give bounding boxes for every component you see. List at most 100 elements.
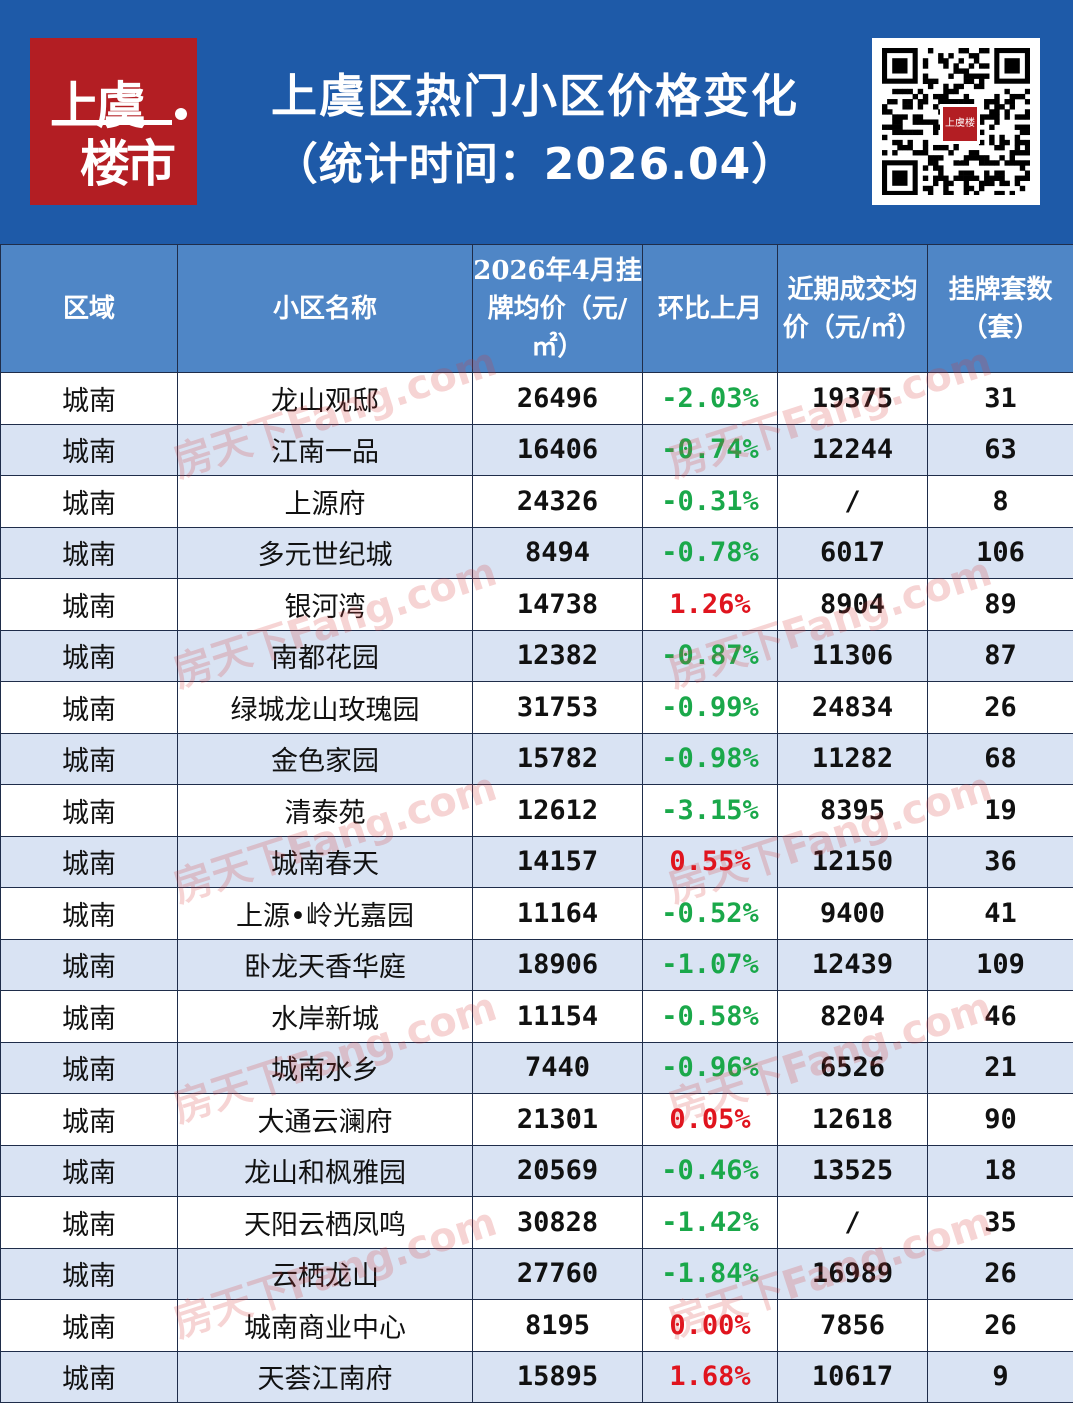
cell-mom-change: -0.99% — [642, 681, 778, 734]
cell-community-name: 天阳云栖凤鸣 — [177, 1196, 473, 1249]
cell-area: 城南 — [0, 629, 178, 682]
cell-listing-count: 89 — [927, 578, 1073, 631]
cell-listing-price: 24326 — [472, 475, 643, 528]
cell-deal-price: 24834 — [777, 681, 928, 734]
cell-deal-price: 13525 — [777, 1144, 928, 1197]
cell-listing-price: 16406 — [472, 423, 643, 476]
col-header-name: 小区名称 — [177, 244, 473, 373]
cell-listing-count: 109 — [927, 938, 1073, 991]
cell-mom-change: 1.26% — [642, 578, 778, 631]
cell-mom-change: -3.15% — [642, 784, 778, 837]
logo-rule — [52, 120, 172, 125]
cell-listing-count: 19 — [927, 784, 1073, 837]
table-row: 城南 多元世纪城 8494 -0.78% 6017 106 — [0, 526, 1073, 579]
cell-community-name: 银河湾 — [177, 578, 473, 631]
cell-mom-change: -1.84% — [642, 1247, 778, 1300]
cell-community-name: 上源府 — [177, 475, 473, 528]
cell-mom-change: -1.42% — [642, 1196, 778, 1249]
cell-community-name: 南都花园 — [177, 629, 473, 682]
cell-listing-count: 63 — [927, 423, 1073, 476]
cell-area: 城南 — [0, 784, 178, 837]
cell-community-name: 清泰苑 — [177, 784, 473, 837]
cell-mom-change: -1.07% — [642, 938, 778, 991]
table-row: 城南 龙山和枫雅园 20569 -0.46% 13525 18 — [0, 1144, 1073, 1197]
cell-community-name: 云栖龙山 — [177, 1247, 473, 1300]
cell-listing-price: 8494 — [472, 526, 643, 579]
cell-mom-change: 0.55% — [642, 835, 778, 888]
cell-listing-price: 31753 — [472, 681, 643, 734]
cell-listing-price: 15782 — [472, 732, 643, 785]
cell-deal-price: 8904 — [777, 578, 928, 631]
cell-mom-change: -0.74% — [642, 423, 778, 476]
cell-mom-change: -2.03% — [642, 372, 778, 425]
table-row: 城南 水岸新城 11154 -0.58% 8204 46 — [0, 990, 1073, 1043]
cell-mom-change: -0.96% — [642, 1041, 778, 1094]
cell-deal-price: 10617 — [777, 1350, 928, 1403]
cell-listing-price: 11164 — [472, 887, 643, 940]
cell-deal-price: 6017 — [777, 526, 928, 579]
cell-mom-change: -0.87% — [642, 629, 778, 682]
cell-listing-count: 18 — [927, 1144, 1073, 1197]
cell-community-name: 绿城龙山玫瑰园 — [177, 681, 473, 734]
cell-community-name: 上源•岭光嘉园 — [177, 887, 473, 940]
cell-listing-price: 12612 — [472, 784, 643, 837]
price-table: 区域 小区名称 2026年4月挂牌均价（元/㎡） 环比上月 近期成交均价（元/㎡… — [0, 244, 1073, 1403]
cell-deal-price: 12244 — [777, 423, 928, 476]
col-header-mom-change: 环比上月 — [642, 244, 778, 373]
cell-listing-count: 26 — [927, 1299, 1073, 1352]
col-header-deal-price: 近期成交均价（元/㎡） — [777, 244, 928, 373]
cell-listing-count: 21 — [927, 1041, 1073, 1094]
table-row: 城南 上源•岭光嘉园 11164 -0.52% 9400 41 — [0, 887, 1073, 940]
cell-community-name: 城南商业中心 — [177, 1299, 473, 1352]
cell-community-name: 城南春天 — [177, 835, 473, 888]
cell-area: 城南 — [0, 887, 178, 940]
cell-listing-count: 41 — [927, 887, 1073, 940]
page-subtitle: （统计时间：2026.04） — [273, 139, 797, 190]
cell-listing-price: 12382 — [472, 629, 643, 682]
cell-community-name: 大通云澜府 — [177, 1093, 473, 1146]
table-row: 城南 银河湾 14738 1.26% 8904 89 — [0, 578, 1073, 631]
cell-community-name: 江南一品 — [177, 423, 473, 476]
cell-mom-change: -0.98% — [642, 732, 778, 785]
cell-mom-change: 0.05% — [642, 1093, 778, 1146]
cell-listing-count: 90 — [927, 1093, 1073, 1146]
cell-area: 城南 — [0, 1299, 178, 1352]
logo-dot — [175, 108, 187, 120]
cell-community-name: 天荟江南府 — [177, 1350, 473, 1403]
cell-listing-price: 26496 — [472, 372, 643, 425]
cell-area: 城南 — [0, 835, 178, 888]
cell-deal-price: 19375 — [777, 372, 928, 425]
table-row: 城南 城南商业中心 8195 0.00% 7856 26 — [0, 1299, 1073, 1352]
cell-deal-price: 9400 — [777, 887, 928, 940]
table-row: 城南 卧龙天香华庭 18906 -1.07% 12439 109 — [0, 938, 1073, 991]
logo-text-top: 上虞 — [50, 76, 146, 135]
cell-deal-price: 12150 — [777, 835, 928, 888]
table-row: 城南 南都花园 12382 -0.87% 11306 87 — [0, 629, 1073, 682]
cell-listing-price: 11154 — [472, 990, 643, 1043]
table-row: 城南 龙山观邸 26496 -2.03% 19375 31 — [0, 372, 1073, 425]
table-row: 城南 江南一品 16406 -0.74% 12244 63 — [0, 423, 1073, 476]
table-row: 城南 金色家园 15782 -0.98% 11282 68 — [0, 732, 1073, 785]
cell-listing-count: 9 — [927, 1350, 1073, 1403]
cell-area: 城南 — [0, 372, 178, 425]
qr-logo: 上虞楼市 — [940, 104, 980, 163]
cell-listing-price: 30828 — [472, 1196, 643, 1249]
col-header-listing-price: 2026年4月挂牌均价（元/㎡） — [472, 244, 643, 373]
table-row: 城南 清泰苑 12612 -3.15% 8395 19 — [0, 784, 1073, 837]
cell-area: 城南 — [0, 732, 178, 785]
cell-deal-price: 7856 — [777, 1299, 928, 1352]
cell-community-name: 城南水乡 — [177, 1041, 473, 1094]
col-header-listing-count: 挂牌套数（套） — [927, 244, 1073, 373]
cell-area: 城南 — [0, 1350, 178, 1403]
cell-listing-price: 20569 — [472, 1144, 643, 1197]
cell-listing-count: 35 — [927, 1196, 1073, 1249]
cell-community-name: 龙山和枫雅园 — [177, 1144, 473, 1197]
table-header-row: 区域 小区名称 2026年4月挂牌均价（元/㎡） 环比上月 近期成交均价（元/㎡… — [0, 244, 1073, 373]
cell-community-name: 多元世纪城 — [177, 526, 473, 579]
cell-listing-price: 27760 — [472, 1247, 643, 1300]
header-banner: 上虞 楼市 上虞区热门小区价格变化 （统计时间：2026.04） 上虞楼市 — [0, 0, 1073, 244]
cell-listing-count: 106 — [927, 526, 1073, 579]
cell-area: 城南 — [0, 1041, 178, 1094]
cell-mom-change: -0.78% — [642, 526, 778, 579]
cell-area: 城南 — [0, 990, 178, 1043]
